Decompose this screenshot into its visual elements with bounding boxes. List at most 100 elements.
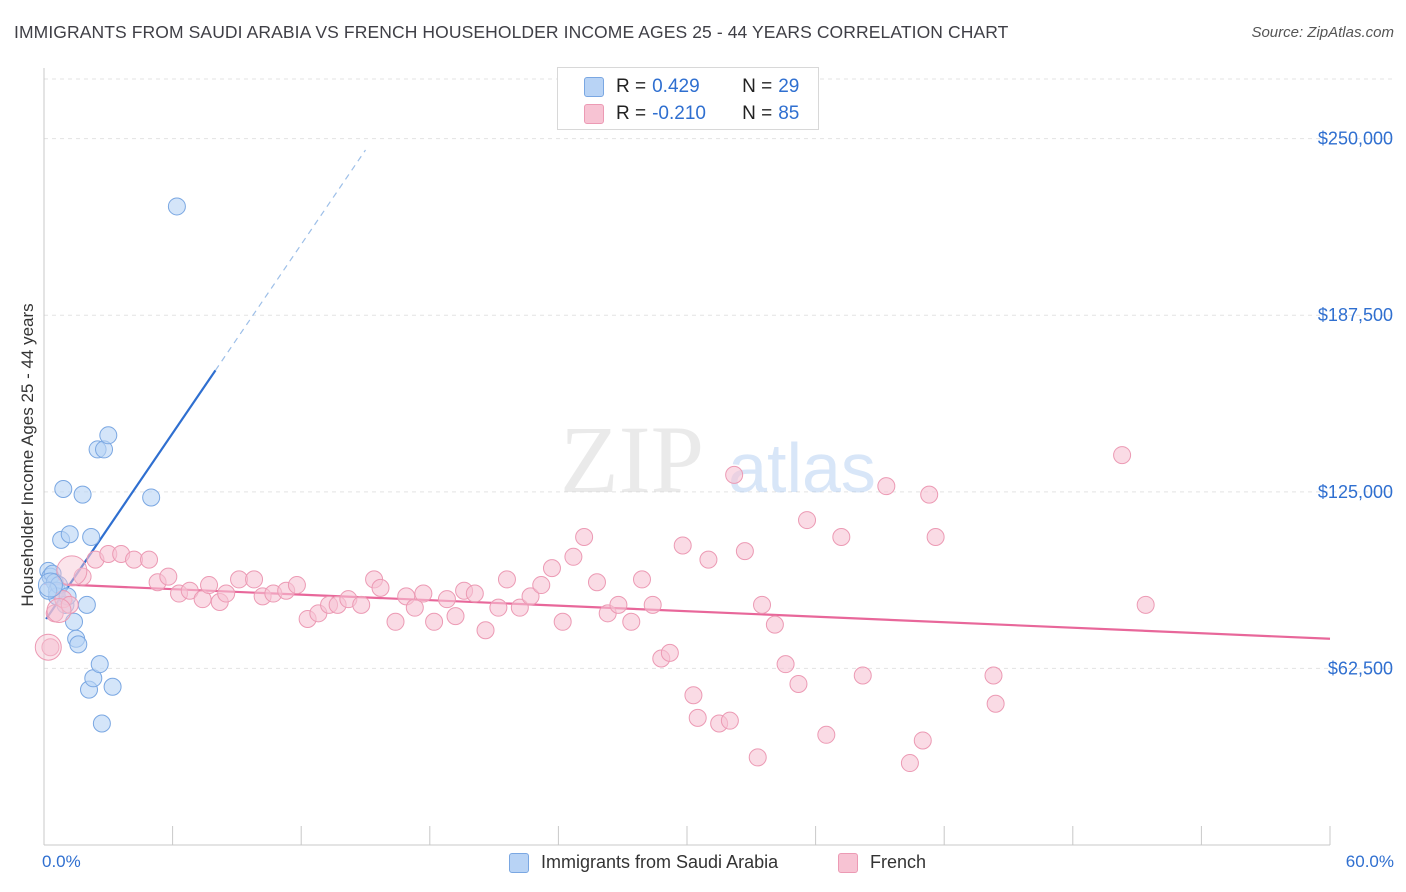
point-french <box>817 725 836 744</box>
point-french <box>245 570 264 589</box>
point-saudi <box>142 488 161 507</box>
point-french <box>200 576 219 595</box>
y-tick-label: $187,500 <box>1318 305 1393 325</box>
point-french <box>632 570 651 589</box>
point-french <box>913 731 932 750</box>
point-french <box>735 542 754 561</box>
watermark-atlas: atlas <box>728 429 876 507</box>
point-french <box>789 674 808 693</box>
point-french <box>877 477 896 496</box>
point-french <box>521 587 540 606</box>
legend-n-label: N = <box>742 76 773 97</box>
point-french <box>622 612 641 631</box>
point-french <box>748 748 767 767</box>
point-french <box>414 584 433 603</box>
point-french <box>41 638 60 657</box>
bottom-legend-french: French <box>838 852 926 873</box>
bottom-legend-label: French <box>870 852 927 872</box>
trend-line-french <box>43 582 1331 640</box>
legend-row-french: R = -0.210 N = 85 <box>584 102 799 126</box>
point-french <box>125 550 144 569</box>
bottom-legend-swatch-blue <box>509 852 529 873</box>
point-french <box>386 612 405 631</box>
point-french <box>476 621 495 640</box>
source-label: Source: ZipAtlas.com <box>1251 24 1394 41</box>
point-french <box>287 576 306 595</box>
legend-r-label: R = <box>616 103 647 124</box>
y-tick-label: $62,500 <box>1328 658 1393 678</box>
point-saudi <box>92 714 111 733</box>
bottom-legend-saudi: Immigrants from Saudi Arabia <box>509 852 778 873</box>
point-french <box>352 595 371 614</box>
point-saudi <box>54 479 73 498</box>
point-cluster-french <box>46 597 72 623</box>
chart-title: IMMIGRANTS FROM SAUDI ARABIA VS FRENCH H… <box>14 22 1009 42</box>
point-french <box>609 595 628 614</box>
point-french <box>159 567 178 586</box>
point-french <box>564 547 583 566</box>
legend-swatch-pink <box>584 104 604 124</box>
point-french <box>587 573 606 592</box>
bottom-legend-label: Immigrants from Saudi Arabia <box>541 852 779 872</box>
point-french <box>765 615 784 634</box>
y-tick-labels: $62,500 $125,000 $187,500 $250,000 <box>1318 129 1393 679</box>
point-french <box>405 598 424 617</box>
point-french <box>371 578 390 597</box>
trend-lines <box>43 149 1331 640</box>
y-tick-label: $250,000 <box>1318 129 1393 149</box>
point-saudi <box>77 595 96 614</box>
point-french <box>497 570 516 589</box>
point-saudi <box>60 525 79 544</box>
watermark-zip: ZIP <box>560 406 704 513</box>
point-french <box>575 528 594 547</box>
point-french <box>673 536 692 555</box>
point-french <box>489 598 508 617</box>
point-saudi <box>82 528 101 547</box>
point-saudi <box>99 426 118 445</box>
point-french <box>1113 446 1132 465</box>
point-french <box>684 686 703 705</box>
legend-r-value: -0.210 <box>652 103 706 124</box>
bottom-legend-swatch-pink <box>838 852 858 873</box>
point-french <box>798 511 817 530</box>
watermark: ZIP atlas <box>560 406 876 513</box>
point-french <box>542 559 561 578</box>
point-french <box>180 581 199 600</box>
correlation-legend: R = 0.429 N = 29 R = -0.210 N = 85 <box>557 67 819 130</box>
point-saudi <box>73 485 92 504</box>
legend-r-value: 0.429 <box>652 76 700 97</box>
point-french <box>699 550 718 569</box>
point-french <box>832 528 851 547</box>
point-french <box>140 550 159 569</box>
trend-line-extension-saudi <box>214 149 366 371</box>
point-french <box>446 607 465 626</box>
point-french <box>532 576 551 595</box>
y-axis-label: Householder Income Ages 25 - 44 years <box>18 303 37 607</box>
point-french <box>553 612 572 631</box>
point-french <box>776 655 795 674</box>
point-cluster-french <box>56 555 88 587</box>
point-french <box>753 595 772 614</box>
x-tick-min: 0.0% <box>42 852 81 871</box>
point-french <box>688 708 707 727</box>
point-saudi <box>167 197 186 216</box>
points <box>34 197 1155 773</box>
point-french <box>1136 595 1155 614</box>
point-french <box>217 584 236 603</box>
legend-n-value: 85 <box>778 103 800 124</box>
point-french <box>725 465 744 484</box>
point-french <box>900 754 919 773</box>
legend-r-label: R = <box>616 76 647 97</box>
point-french <box>984 666 1003 685</box>
point-french <box>986 694 1005 713</box>
point-french <box>230 570 249 589</box>
point-saudi <box>90 655 109 674</box>
point-french <box>643 595 662 614</box>
point-cluster-saudi <box>37 572 63 598</box>
point-cluster-french <box>34 633 62 661</box>
point-french <box>465 584 484 603</box>
point-saudi <box>103 677 122 696</box>
y-tick-label: $125,000 <box>1318 482 1393 502</box>
point-french <box>425 612 444 631</box>
